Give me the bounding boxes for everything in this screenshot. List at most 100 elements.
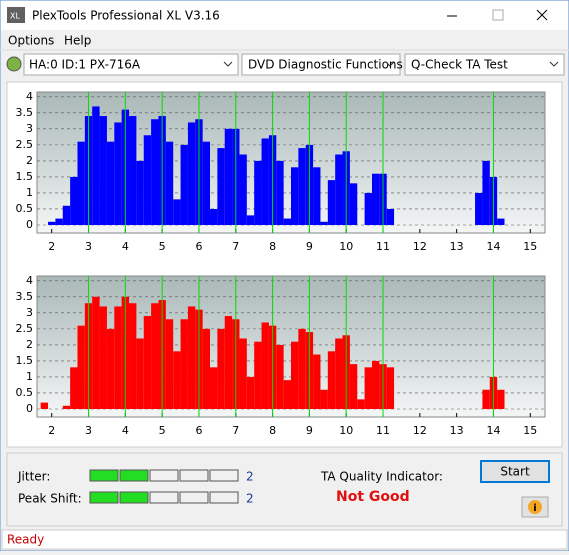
bar [497,218,505,225]
bar [136,160,144,225]
bar [313,354,321,409]
x-tick-label: 9 [306,424,313,437]
bar [482,160,490,225]
x-tick-label: 4 [122,240,129,253]
bar [217,148,225,225]
bar [55,218,63,225]
bar [62,205,71,225]
y-tick-label: 4 [26,274,33,287]
bar [283,380,291,409]
indicator-box [179,491,209,504]
bar [283,218,291,225]
bar [129,303,137,409]
bar [357,399,365,409]
y-tick-label: 1 [26,370,33,383]
dropdown-arrow [223,61,233,67]
bar [187,306,196,409]
menu-item[interactable]: Help [64,34,91,48]
x-tick-label: 13 [450,424,464,437]
indicator-box [209,491,239,504]
x-tick-label: 3 [85,240,92,253]
drive-select[interactable] [23,53,239,76]
bar [320,221,328,225]
bar [239,338,247,409]
bar [224,128,233,225]
bar [371,173,380,225]
bar [99,116,107,225]
bar [246,215,255,225]
bar [143,316,152,409]
y-tick-label: 0.5 [16,202,34,215]
close[interactable] [536,9,548,21]
indicator-box [149,491,179,504]
function-select[interactable] [241,53,401,76]
bar [180,144,188,225]
bar [202,141,211,225]
bar [151,119,159,225]
bar [386,367,395,409]
bar [99,306,107,409]
y-tick-label: 3 [26,306,33,319]
bar [165,319,174,409]
bar [92,296,100,409]
x-tick-label: 4 [122,424,129,437]
peak-shift-value: 2 [246,492,254,506]
jitter-label: Jitter: [17,470,50,484]
x-tick-label: 2 [48,240,55,253]
x-tick-label: 5 [159,424,166,437]
x-tick-label: 9 [306,240,313,253]
x-tick-label: 2 [48,424,55,437]
bar [298,148,306,225]
bar [261,138,269,225]
x-tick-label: 3 [85,424,92,437]
ta-value: Not Good [336,489,410,505]
y-tick-label: 0 [26,402,33,415]
app-icon [7,7,25,23]
bar [77,141,85,225]
title-bar [1,1,568,30]
results-panel [6,452,563,527]
dropdown-arrow [549,61,559,67]
bar [143,135,152,225]
bar [497,389,505,409]
y-tick-label: 0.5 [16,386,34,399]
app-icon-text: XL [10,12,20,21]
bar [298,328,306,409]
x-tick-label: 12 [413,424,427,437]
test-text: Q-Check TA Test [411,58,508,72]
x-tick-label: 10 [339,240,353,253]
x-tick-label: 15 [523,424,537,437]
info-icon-text: i [533,503,536,514]
x-tick-label: 11 [376,424,390,437]
bar [482,389,490,409]
indicator-box [89,469,119,482]
bar [136,338,144,409]
bar [276,344,284,409]
maximize[interactable] [492,9,504,21]
bar [254,341,262,409]
x-tick-label: 5 [159,240,166,253]
bar [313,167,321,225]
x-tick-label: 12 [413,240,427,253]
drive-icon [6,56,22,72]
y-tick-label: 3.5 [16,106,34,119]
bar [40,402,49,409]
bar [62,405,71,409]
x-tick-label: 13 [450,240,464,253]
menu-item[interactable]: Options [8,34,54,48]
test-select[interactable] [404,53,565,76]
bar [261,322,269,409]
x-tick-label: 6 [195,240,202,253]
bar [202,328,211,409]
y-tick-label: 1.5 [16,170,34,183]
y-tick-label: 3.5 [16,290,34,303]
y-tick-label: 0 [26,218,33,231]
y-tick-label: 1 [26,186,33,199]
dropdown-arrow [385,61,395,67]
bar [70,176,78,225]
x-tick-label: 7 [232,424,239,437]
bar [349,364,358,409]
x-tick-label: 14 [486,424,500,437]
y-tick-label: 1.5 [16,354,34,367]
start-button[interactable] [480,460,550,483]
